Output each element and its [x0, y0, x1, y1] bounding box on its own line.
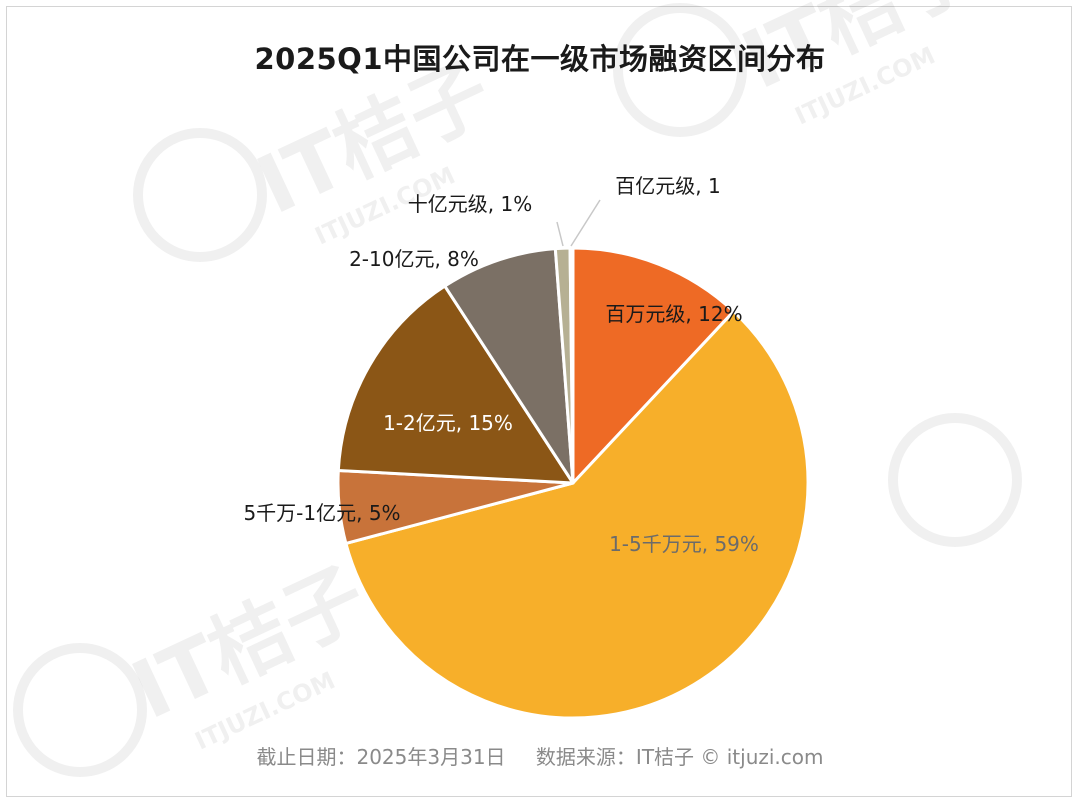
data-label: 5千万-1亿元, 5%	[243, 501, 400, 525]
footer-source: 数据来源：IT桔子 © itjuzi.com	[535, 745, 824, 769]
pie-slice	[443, 247, 575, 485]
leader-line	[556, 221, 564, 247]
pie-slice	[336, 284, 575, 485]
data-label: 百亿元级, 1	[615, 174, 720, 198]
watermark-logo-1	[13, 3, 1022, 777]
chart-title: 2025Q1中国公司在一级市场融资区间分布	[254, 42, 826, 76]
data-label: 2-10亿元, 8%	[349, 247, 479, 271]
footer-date: 截止日期：2025年3月31日	[256, 745, 506, 769]
data-label: 百万元级, 12%	[605, 302, 742, 326]
leader-line	[570, 199, 601, 247]
pie-slice	[344, 309, 810, 720]
data-label: 1-5千万元, 59%	[609, 532, 759, 556]
pie-slice	[568, 246, 575, 485]
data-label: 十亿元级, 1%	[408, 192, 532, 216]
chart-footer: 截止日期：2025年3月31日 数据来源：IT桔子 © itjuzi.com	[0, 741, 1080, 770]
pie-slice	[571, 246, 736, 485]
data-label: 1-2亿元, 15%	[383, 411, 513, 435]
